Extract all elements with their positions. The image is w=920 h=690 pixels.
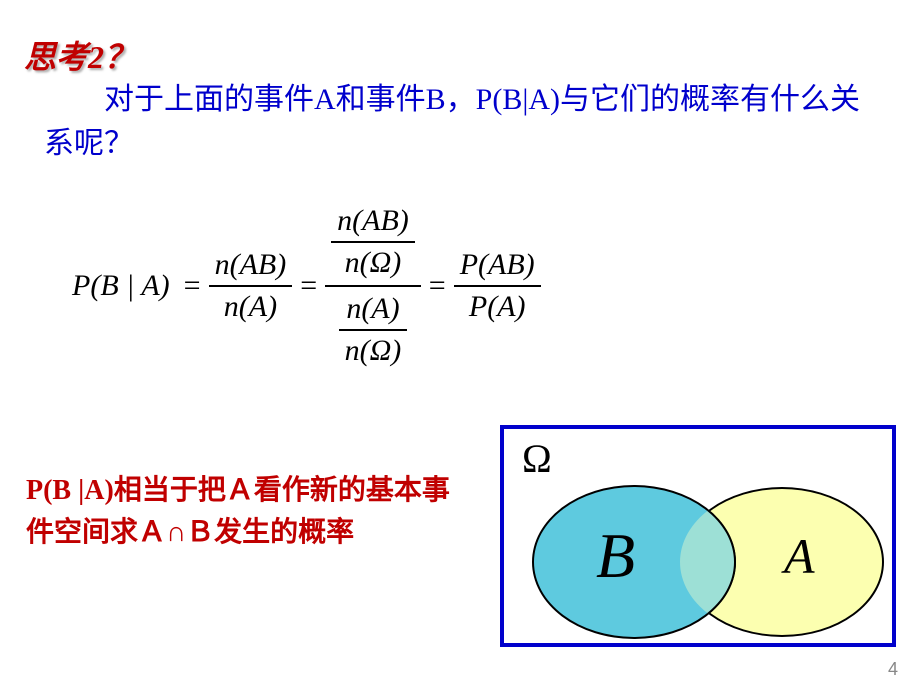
formula-lhs: P(B | A)	[72, 269, 170, 303]
f2-numerator: n(AB) n(Ω)	[325, 200, 421, 284]
f1-bar	[209, 285, 293, 287]
f3-numerator: P(AB)	[454, 246, 541, 284]
question-paragraph: 对于上面的事件A和事件B，P(B|A)与它们的概率有什么关系呢？	[44, 78, 864, 165]
set-a-label: A	[784, 527, 815, 585]
page-number: 4	[888, 659, 898, 680]
f2-bar	[325, 285, 421, 287]
intersection-region	[680, 487, 884, 637]
f3-bar	[454, 285, 541, 287]
f2-top-num: n(AB)	[331, 202, 415, 240]
f2-top-den: n(Ω)	[339, 244, 408, 282]
fraction-3: P(AB) P(A)	[454, 246, 541, 326]
f1-denominator: n(A)	[218, 288, 283, 326]
equals-3: =	[429, 269, 446, 303]
f2-bot-frac: n(A) n(Ω)	[339, 290, 408, 370]
f1-numerator: n(AB)	[209, 246, 293, 284]
f2-bot-bar	[339, 329, 408, 331]
f2-top-bar	[331, 241, 415, 243]
equals-2: =	[300, 269, 317, 303]
fraction-1: n(AB) n(A)	[209, 246, 293, 326]
venn-diagram: Ω B A	[500, 425, 896, 647]
f2-top-frac: n(AB) n(Ω)	[331, 202, 415, 282]
intersection-fill	[680, 487, 736, 637]
omega-label: Ω	[522, 435, 552, 482]
fraction-2: n(AB) n(Ω) n(A) n(Ω)	[325, 200, 421, 372]
formula: P(B | A) = n(AB) n(A) = n(AB) n(Ω) n(A) …	[72, 200, 672, 372]
f2-bot-num: n(A)	[340, 290, 405, 328]
slide-title: 思考2？	[24, 32, 136, 78]
conclusion-text: P(B |A)相当于把Ａ看作新的基本事件空间求Ａ∩Ｂ发生的概率	[26, 470, 466, 554]
f3-denominator: P(A)	[463, 288, 532, 326]
set-b-label: B	[596, 519, 635, 593]
f2-bot-den: n(Ω)	[339, 332, 408, 370]
f2-denominator: n(A) n(Ω)	[333, 288, 414, 372]
equals-1: =	[184, 269, 201, 303]
